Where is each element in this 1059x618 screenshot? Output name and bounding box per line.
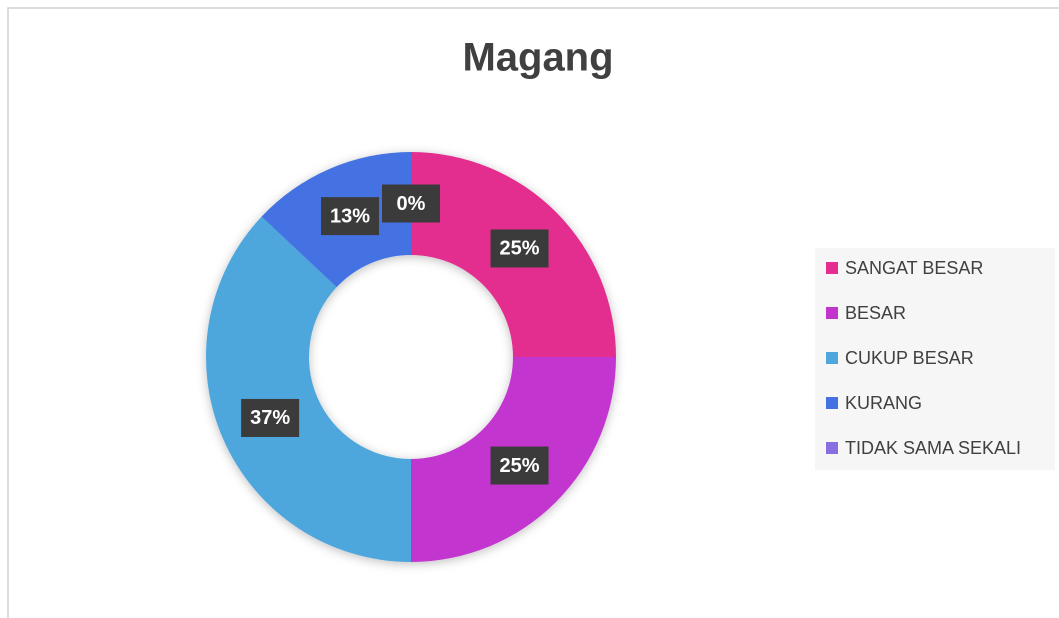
data-label-box: [321, 197, 380, 236]
legend-swatch: [826, 352, 838, 364]
donut-slice: [205, 216, 411, 562]
data-label: 25%: [500, 238, 540, 260]
legend-swatch: [826, 262, 838, 274]
data-label: 0%: [397, 193, 426, 215]
legend-label: CUKUP BESAR: [845, 348, 974, 368]
data-label-box: [382, 184, 440, 223]
legend-label: BESAR: [845, 303, 906, 323]
data-label: 25%: [500, 455, 540, 477]
data-label-box: [241, 398, 300, 437]
data-label-box: [490, 229, 549, 268]
legend-swatch: [826, 307, 838, 319]
legend-swatch: [826, 397, 838, 409]
data-label: 37%: [250, 407, 290, 429]
legend-label: TIDAK SAMA SEKALI: [845, 438, 1021, 458]
legend-label: SANGAT BESAR: [845, 258, 983, 278]
legend-swatch: [826, 442, 838, 454]
legend-box: [815, 248, 1055, 470]
data-label: 13%: [330, 205, 370, 227]
legend-label: KURANG: [845, 393, 922, 413]
data-label-box: [490, 446, 549, 485]
chart-title: Magang: [462, 36, 613, 80]
chart-frame: [7, 7, 1059, 618]
